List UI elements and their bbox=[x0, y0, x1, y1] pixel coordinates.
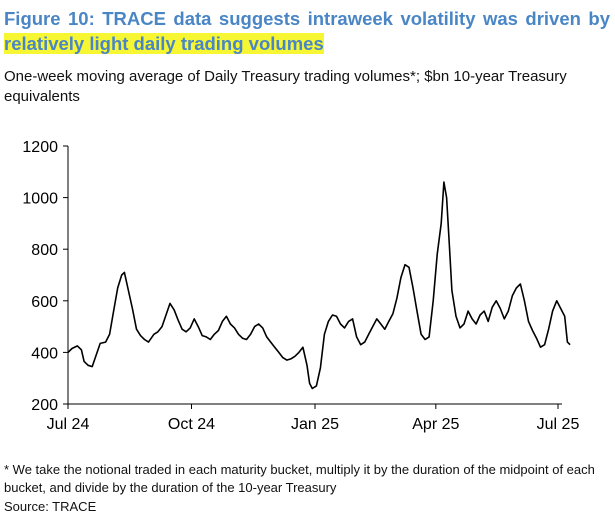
x-tick-label: Jul 24 bbox=[47, 416, 90, 433]
y-tick-label: 600 bbox=[31, 294, 58, 311]
y-tick-label: 1000 bbox=[22, 191, 58, 208]
title-highlighted-text: relatively light daily trading volumes bbox=[4, 33, 324, 54]
series-layer bbox=[67, 181, 571, 390]
y-tick-label: 400 bbox=[31, 345, 58, 362]
x-tick-label: Apr 25 bbox=[412, 416, 459, 433]
series-line bbox=[67, 181, 571, 390]
y-axis: 200 400 600 800 1000 1200 bbox=[22, 139, 69, 414]
x-tick-label: Jan 25 bbox=[291, 416, 339, 433]
figure-title: Figure 10: TRACE data suggests intraweek… bbox=[4, 6, 610, 56]
x-tick-label: Jul 25 bbox=[537, 416, 580, 433]
source-note: Source: TRACE bbox=[4, 499, 97, 514]
y-tick-label: 1200 bbox=[22, 139, 58, 156]
chart-subtitle: One-week moving average of Daily Treasur… bbox=[4, 68, 567, 105]
y-tick-label: 200 bbox=[31, 397, 58, 414]
x-tick-label: Oct 24 bbox=[168, 416, 215, 433]
x-axis: Jul 24 Oct 24 Jan 25 Apr 25 Jul 25 bbox=[47, 403, 580, 433]
y-tick-label: 800 bbox=[31, 242, 58, 259]
footnote: * We take the notional traded in each ma… bbox=[4, 462, 595, 495]
title-text: Figure 10: TRACE data suggests intraweek… bbox=[4, 8, 610, 29]
